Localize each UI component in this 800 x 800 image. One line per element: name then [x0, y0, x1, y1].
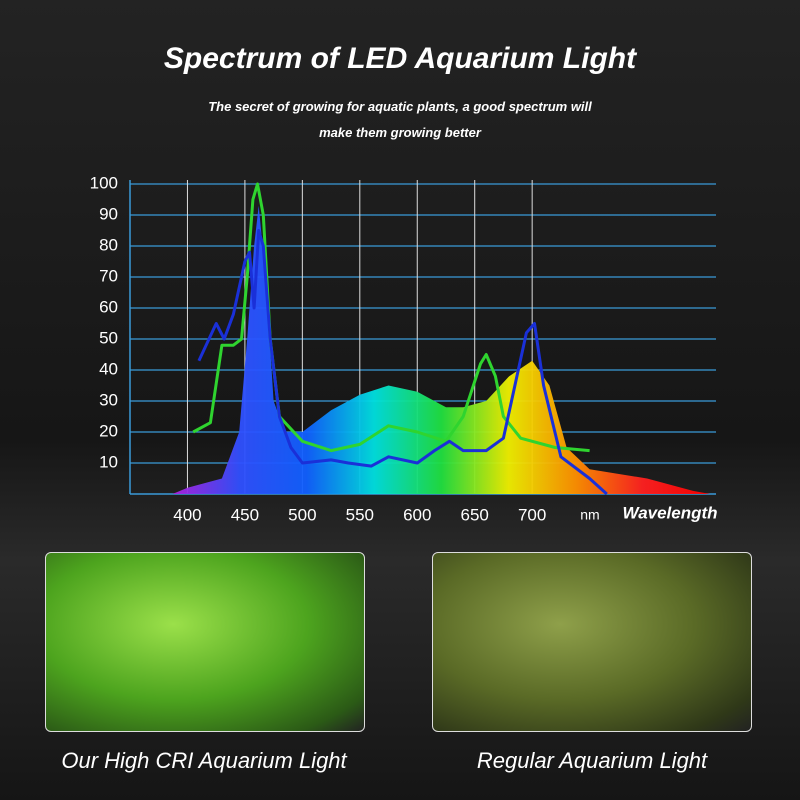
y-tick-label: 80 [99, 235, 118, 254]
subtitle: make them growing better [319, 125, 481, 140]
title: Spectrum of LED Aquarium Light [163, 42, 637, 75]
photo [45, 552, 365, 732]
caption: Regular Aquarium Light [476, 748, 708, 773]
spectrum-area [172, 205, 711, 494]
x-tick-label: 550 [346, 505, 374, 524]
y-tick-label: 10 [99, 452, 118, 471]
x-tick-label: 600 [403, 505, 431, 524]
spectrum-line [192, 182, 590, 453]
x-axis-label: Wavelength [622, 503, 717, 522]
y-tick-label: 70 [99, 266, 118, 285]
x-tick-label: 500 [288, 505, 316, 524]
spectrum-line [197, 229, 608, 496]
chart: 10 20 30 40 50 60 70 80 90 100 400 450 500 550 600 650 7… [90, 173, 718, 524]
y-tick-label: 40 [99, 359, 118, 378]
y-tick-label: 50 [99, 328, 118, 347]
x-tick-label: 700 [518, 505, 546, 524]
y-tick-label: 90 [99, 204, 118, 223]
subtitle: The secret of growing for aquatic plants… [208, 99, 592, 114]
x-tick-label: 450 [231, 505, 259, 524]
x-unit: nm [580, 507, 599, 523]
photo [432, 552, 752, 732]
y-tick-label: 60 [99, 297, 118, 316]
caption: Our High CRI Aquarium Light [61, 748, 347, 773]
y-tick-label: 100 [90, 173, 118, 192]
y-tick-label: 20 [99, 421, 118, 440]
y-tick-label: 30 [99, 390, 118, 409]
x-tick-label: 400 [173, 505, 201, 524]
x-tick-label: 650 [461, 505, 489, 524]
